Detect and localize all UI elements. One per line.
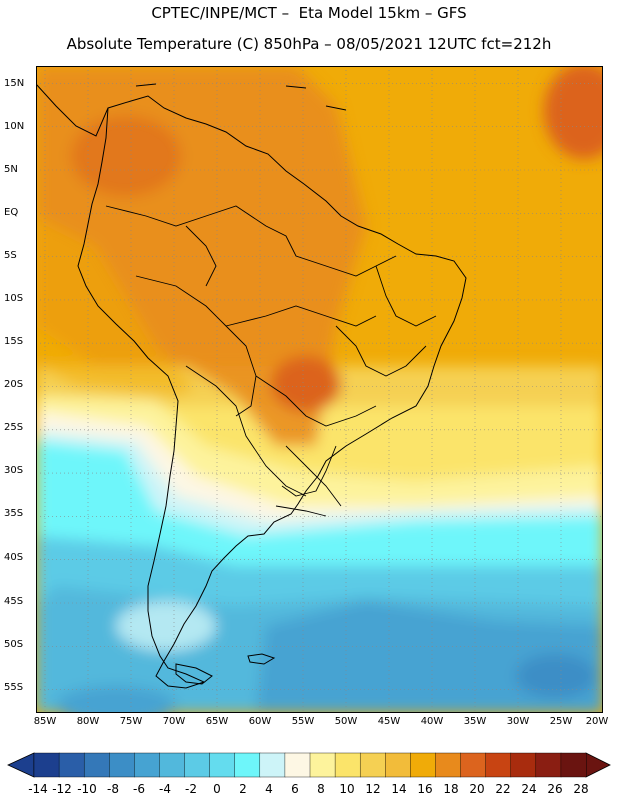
lat-label: 15N — [4, 78, 25, 89]
colorbar-label: 18 — [443, 782, 459, 796]
warm-north — [71, 116, 181, 196]
cold-blob-c — [516, 654, 596, 698]
cold-blob-b — [411, 643, 481, 679]
colorbar-label: 4 — [265, 782, 273, 796]
lat-label: EQ — [4, 207, 19, 218]
colorbar-label: 24 — [521, 782, 537, 796]
colorbar-cell — [535, 752, 562, 778]
colorbar-cell — [485, 752, 512, 778]
colorbar-label: -8 — [107, 782, 119, 796]
lon-label: 70W — [162, 716, 186, 727]
lon-label: 40W — [420, 716, 444, 727]
colorbar-cell — [234, 752, 261, 778]
falkland-islands — [247, 653, 276, 665]
lat-label: 5S — [4, 250, 17, 261]
lat-label: 40S — [4, 552, 24, 563]
colorbar-cell — [510, 752, 537, 778]
colorbar-cell — [385, 752, 411, 778]
colorbar-cell — [309, 752, 336, 778]
colorbar-cell — [334, 752, 361, 778]
colorbar-cell — [284, 752, 311, 778]
lat-label: 10N — [4, 121, 25, 132]
lon-label: 35W — [463, 716, 487, 727]
lat-label: 35S — [4, 508, 24, 519]
lon-label: 80W — [76, 716, 100, 727]
lat-label: 15S — [4, 336, 24, 347]
colorbar-cell — [58, 752, 85, 778]
caribbean-coast — [36, 83, 347, 137]
lon-label: 25W — [549, 716, 573, 727]
colorbar-label: -2 — [185, 782, 197, 796]
colorbar-label: 6 — [291, 782, 299, 796]
warm-18-west — [36, 216, 196, 396]
colorbar-label: 0 — [213, 782, 221, 796]
lat-label: 45S — [4, 596, 24, 607]
lon-label: 30W — [506, 716, 530, 727]
lon-label: 60W — [248, 716, 272, 727]
colorbar-cell — [359, 752, 386, 778]
colorbar-label: 8 — [317, 782, 325, 796]
lat-label: 5N — [4, 164, 18, 175]
lon-label: 75W — [119, 716, 143, 727]
colorbar-cell — [134, 752, 160, 778]
colorbar-label: 26 — [547, 782, 563, 796]
lon-label: 45W — [377, 716, 401, 727]
map-title-line2: Absolute Temperature (C) 850hPa – 08/05/… — [66, 35, 552, 53]
lon-label: 65W — [205, 716, 229, 727]
colorbar-label: -6 — [133, 782, 145, 796]
colorbar-cell — [109, 752, 135, 778]
lat-label: 20S — [4, 379, 24, 390]
colorbar-cell — [410, 752, 436, 778]
lon-label: 20W — [585, 716, 609, 727]
lon-label: 50W — [334, 716, 358, 727]
colorbar-label: 12 — [365, 782, 381, 796]
colorbar-cell — [259, 752, 286, 778]
colorbar-label: -4 — [159, 782, 171, 796]
south-america-coastline — [77, 95, 467, 689]
colorbar-cell — [184, 752, 211, 778]
map-title-line1: CPTEC/INPE/MCT – Eta Model 15km – GFS — [151, 4, 467, 22]
colorbar-label: -12 — [52, 782, 72, 796]
lat-label: 10S — [4, 293, 24, 304]
warm-22-core — [271, 356, 341, 412]
colorbar-label: 2 — [239, 782, 247, 796]
colorbar-cell — [560, 752, 587, 778]
lat-label: 25S — [4, 422, 24, 433]
colorbar-cell — [209, 752, 236, 778]
map-frame — [36, 66, 603, 713]
colorbar-label: -14 — [28, 782, 48, 796]
temperature-map — [36, 66, 603, 713]
colorbar-cell — [435, 752, 462, 778]
lon-label: 55W — [291, 716, 315, 727]
colorbar-label: 28 — [573, 782, 589, 796]
colorbar-label: -10 — [77, 782, 97, 796]
colorbar-arrow-left — [7, 752, 35, 778]
colorbar-cell — [33, 752, 60, 778]
colorbar-cell — [460, 752, 487, 778]
lon-label: 85W — [33, 716, 57, 727]
colorbar-label: 22 — [495, 782, 511, 796]
lat-label: 30S — [4, 465, 24, 476]
tierra-del-fuego — [175, 663, 213, 685]
cold-blob-d — [56, 686, 176, 713]
lat-label: 55S — [4, 682, 24, 693]
colorbar-cells — [33, 752, 587, 778]
lat-gridlines — [36, 83, 603, 690]
colorbar-label: 10 — [339, 782, 355, 796]
colorbar-cell — [159, 752, 186, 778]
political-borders — [105, 205, 437, 517]
temperature-colorbar — [7, 752, 611, 778]
colorbar-cell — [83, 752, 110, 778]
colorbar-arrow-right — [585, 752, 611, 778]
lat-label: 50S — [4, 639, 24, 650]
colorbar-label: 16 — [417, 782, 433, 796]
colorbar-label: 20 — [469, 782, 485, 796]
warm-22-ne — [544, 66, 603, 159]
colorbar-label: 14 — [391, 782, 407, 796]
